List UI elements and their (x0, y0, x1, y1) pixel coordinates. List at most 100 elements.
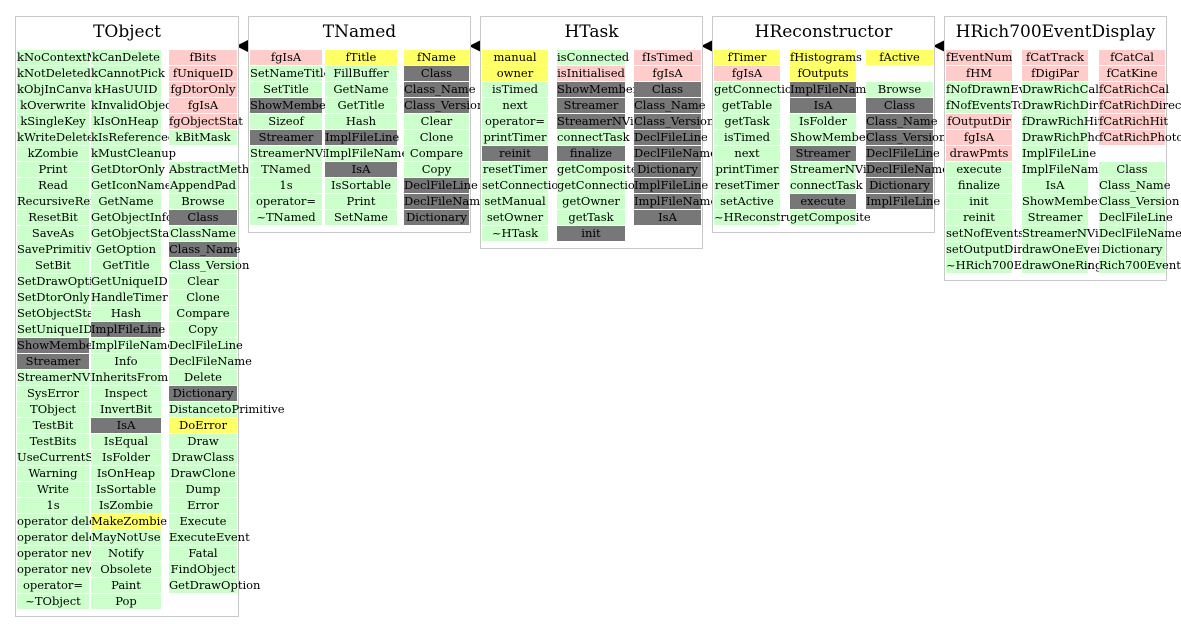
member-item: DeclFileName (1099, 226, 1181, 241)
member-item: fgDtorOnly (169, 82, 237, 97)
class-box-tobject: TObject kNoContextMenu kNotDeleted kObjInCa… (15, 16, 285, 617)
member-item: Error (169, 498, 237, 513)
member-item: fgIsA (250, 50, 322, 65)
member-item: Hash (91, 306, 161, 321)
member-item: fHistograms (790, 50, 862, 65)
member-item: Paint (91, 578, 161, 593)
member-item: InvertBit (91, 402, 161, 417)
member-item: ClassName (169, 226, 237, 241)
member-item: MakeZombie (91, 514, 168, 529)
member-item: MayNotUse (91, 530, 161, 545)
member-item: isConnected (557, 50, 630, 65)
member-item: kZombie (17, 146, 89, 161)
member-item: kIsReferenced (91, 130, 176, 145)
member-item: DeclFileLine (404, 178, 478, 193)
class-box-tnamed: TNamed fgIsA SetNameTitle SetTitle ShowMembe… (248, 16, 487, 233)
member-item: DeclFileName (404, 194, 487, 209)
class-box-hrich700eventdisplay: HRich700EventDisplay fEventNum fHM fNofDraw… (944, 16, 1181, 281)
member-item: DrawRichCalsf (1022, 82, 1110, 97)
member-item: ExecuteEvent (169, 530, 250, 545)
member-item: kOverwrite (17, 98, 89, 113)
member-item: Write (17, 482, 89, 497)
member-item: fgIsA (714, 66, 780, 81)
member-item: Dictionary (866, 178, 933, 193)
member-column: kNoContextMenu kNotDeleted kObjInCanvas kOv… (17, 50, 122, 610)
member-item: GetName (91, 194, 161, 209)
member-item: connectTask (790, 178, 863, 193)
member-item: fIsTimed (634, 50, 701, 65)
member-item: IsA (325, 162, 397, 177)
member-item: IsFolder (91, 450, 161, 465)
member-item: getComposite (790, 210, 871, 225)
member-item: fDigiPar (1022, 66, 1088, 81)
member-item: IsA (790, 98, 856, 113)
class-box-htask: HTask manual owner isTimed next operator= prin… (480, 16, 718, 249)
member-item: getConnections (714, 82, 806, 97)
member-item: Class_Version (169, 258, 250, 273)
member-item: ~HTask (482, 226, 548, 241)
member-column: fgIsA SetNameTitle SetTitle ShowMembers Size… (250, 50, 355, 226)
member-item: IsA (1022, 178, 1088, 193)
member-column: manual owner isTimed next operator= printTime… (482, 50, 572, 242)
member-item: UseCurrentStyle (17, 450, 115, 465)
member-item: Class (404, 66, 469, 81)
member-item: next (714, 146, 780, 161)
member-item: StreamerNVirtual (250, 146, 355, 161)
member-item: finalize (946, 178, 1012, 193)
arrow-hreconstructor-to-htask (701, 40, 713, 52)
member-item: getConnections (557, 178, 649, 193)
member-item: Print (17, 162, 89, 177)
member-item: getComposite (557, 162, 638, 177)
member-column: fName Class Class_Name Class_Version Clear Cl… (404, 50, 487, 226)
member-item: fgIsA (169, 98, 237, 113)
member-item: StreamerNVirtual (17, 370, 122, 385)
member-item: DistancetoPrimitive (169, 402, 285, 417)
member-item: operator= (250, 194, 322, 209)
member-item: connectTask (557, 130, 630, 145)
member-item: getOwner (557, 194, 625, 209)
member-item: GetTitle (91, 258, 161, 273)
member-item: Info (91, 354, 161, 369)
member-item: Browse (169, 194, 237, 209)
member-item: fTimer (714, 50, 780, 65)
member-item: kWriteDelete (17, 130, 94, 145)
member-item: IsSortable (325, 178, 397, 193)
member-item: Class_Version (866, 130, 947, 145)
member-column: isConnected isInitialised ShowMembers Strea… (557, 50, 662, 242)
member-item: Hash (325, 114, 397, 129)
member-item: kHasUUID (91, 82, 161, 97)
member-item: SetObjectStat (17, 306, 99, 321)
member-column: fCatCal fCatKine fCatRichCal fCatRichDirect… (1099, 50, 1181, 274)
member-item: Copy (169, 322, 237, 337)
member-item: fUniqueID (169, 66, 237, 81)
member-item: AppendPad (169, 178, 237, 193)
member-item: SavePrimitive (17, 242, 99, 257)
member-item: setActive (714, 194, 780, 209)
member-item: Copy (404, 162, 469, 177)
member-item: Delete (169, 370, 237, 385)
member-item: Notify (91, 546, 161, 561)
member-item: setConnections (482, 178, 572, 193)
member-item: IsA (91, 418, 161, 433)
member-item: Dictionary (404, 210, 469, 225)
member-item: fCatCal (1099, 50, 1165, 65)
member-item: Dictionary (1099, 242, 1165, 257)
member-item: init (557, 226, 625, 241)
member-item: SaveAs (17, 226, 89, 241)
member-item: GetObjectStat (91, 226, 174, 241)
member-item: fCatRichPhoton (1099, 130, 1181, 145)
member-item: Read (17, 178, 89, 193)
member-item: IsFolder (790, 114, 856, 129)
member-item: setNofEventsToDraw (946, 226, 1070, 241)
member-item: kIsOnHeap (91, 114, 161, 129)
member-column: fIsTimed fgIsA Class Class_Name Class_Versio… (634, 50, 718, 226)
member-item: printTimer (714, 162, 780, 177)
member-item: Fatal (169, 546, 237, 561)
member-item: Streamer (557, 98, 625, 113)
member-item: ImplFileLine (634, 178, 709, 193)
member-item: fDrawRichHits (1022, 114, 1109, 129)
member-item: reinit (482, 146, 548, 161)
member-item: ImplFileName (634, 194, 718, 209)
member-item: isTimed (714, 130, 780, 145)
